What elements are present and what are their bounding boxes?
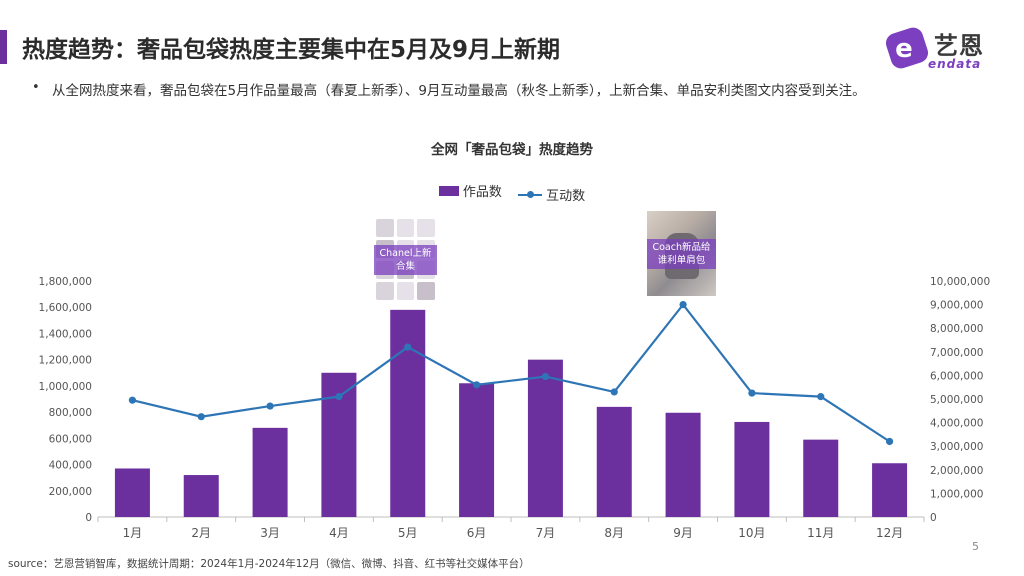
- bar-works: [872, 463, 908, 517]
- page-number: 5: [972, 540, 979, 553]
- point-interactions: [335, 393, 343, 401]
- point-interactions: [128, 396, 137, 404]
- point-interactions: [197, 413, 205, 421]
- page-title: 热度趋势：奢品包袋热度主要集中在5月及9月上新期: [22, 37, 561, 63]
- left-axis-tick-label: 400,000: [49, 460, 92, 472]
- sep-thumbnail: Coach新品给谁利单肩包: [647, 211, 716, 296]
- point-interactions: [817, 393, 825, 401]
- x-axis-tick-label: 7月: [536, 526, 556, 540]
- legend-item-bar: 作品数: [438, 181, 502, 200]
- bar-works: [527, 359, 563, 517]
- x-axis-tick-label: 3月: [260, 526, 280, 540]
- sep-thumbnail-label: Coach新品给谁利单肩包: [647, 238, 716, 269]
- right-axis-tick-label: 0: [930, 512, 937, 524]
- chart-legend: 作品数 互动数: [0, 181, 1024, 204]
- left-axis-tick-label: 1,200,000: [39, 355, 92, 367]
- point-interactions: [266, 402, 274, 410]
- bar-works: [390, 309, 426, 517]
- legend-line-swatch: [518, 190, 543, 198]
- x-axis-tick-label: 4月: [329, 526, 349, 540]
- point-interactions: [885, 437, 894, 446]
- bar-works: [459, 383, 495, 517]
- right-axis-tick-label: 6,000,000: [930, 370, 983, 382]
- chart-title: 全网「奢品包袋」热度趋势: [431, 142, 593, 158]
- left-axis-tick-label: 0: [85, 512, 92, 524]
- may-thumbnail: Chanel上新合集: [374, 217, 437, 302]
- legend-item-line: 互动数: [518, 185, 585, 204]
- legend-bar-label: 作品数: [462, 185, 502, 200]
- bar-works: [183, 475, 219, 517]
- x-axis-tick-label: 5月: [398, 526, 418, 540]
- x-axis-tick-label: 11月: [807, 526, 834, 540]
- line-interactions: [132, 302, 891, 443]
- logo-cn-text: 艺恩: [934, 32, 984, 60]
- right-axis-tick-label: 1,000,000: [930, 488, 983, 500]
- may-thumbnail-label: Chanel上新合集: [374, 244, 437, 275]
- right-axis-tick-label: 7,000,000: [930, 347, 983, 359]
- left-axis-tick-label: 200,000: [49, 486, 92, 498]
- point-interactions: [541, 372, 550, 381]
- x-axis-tick-label: 2月: [191, 526, 211, 540]
- right-axis-tick-label: 9,000,000: [930, 300, 983, 312]
- left-axis-tick-label: 1,600,000: [39, 302, 92, 314]
- right-axis-tick-label: 5,000,000: [930, 394, 983, 406]
- legend-bar-swatch: [438, 185, 459, 196]
- left-axis-tick-label: 1,400,000: [39, 328, 92, 340]
- x-axis-tick-label: 1月: [123, 526, 143, 540]
- x-axis-tick-label: 6月: [467, 526, 487, 540]
- logo-en-text: endata: [928, 57, 982, 71]
- bar-works: [252, 427, 288, 517]
- legend-line-label: 互动数: [546, 189, 586, 204]
- point-interactions: [679, 301, 687, 309]
- bar-works: [596, 406, 632, 517]
- point-interactions: [404, 343, 412, 351]
- right-axis-tick-label: 2,000,000: [930, 465, 983, 477]
- right-axis-tick-label: 4,000,000: [930, 418, 983, 430]
- x-axis-tick-label: 8月: [604, 526, 624, 540]
- x-axis-tick-label: 9月: [673, 526, 693, 540]
- bar-works: [734, 421, 770, 517]
- point-interactions: [472, 381, 481, 389]
- left-axis-tick-label: 1,000,000: [39, 381, 92, 393]
- source-note: source：艺恩营销智库，数据统计周期：2024年1月-2024年12月（微信…: [8, 558, 530, 570]
- summary-text: 从全网热度来看，奢品包袋在5月作品量最高（春夏上新季）、9月互动量最高（秋冬上新…: [52, 83, 866, 99]
- right-axis-tick-label: 10,000,000: [930, 276, 990, 288]
- bar-works: [114, 468, 150, 517]
- endata-logo: e 艺恩 endata: [883, 25, 998, 72]
- left-axis-tick-label: 600,000: [49, 433, 92, 445]
- point-interactions: [610, 388, 618, 396]
- point-interactions: [748, 389, 756, 397]
- x-axis-tick-label: 10月: [738, 526, 765, 540]
- bar-works: [665, 412, 701, 517]
- title-accent-bar: [0, 30, 7, 64]
- bullet-marker: •: [32, 80, 40, 95]
- bar-works: [803, 439, 839, 517]
- right-axis-tick-label: 8,000,000: [930, 323, 983, 335]
- x-axis-tick-label: 12月: [876, 526, 903, 540]
- left-axis-tick-label: 800,000: [49, 407, 92, 419]
- right-axis-tick-label: 3,000,000: [930, 441, 983, 453]
- left-axis-tick-label: 1,800,000: [39, 276, 92, 288]
